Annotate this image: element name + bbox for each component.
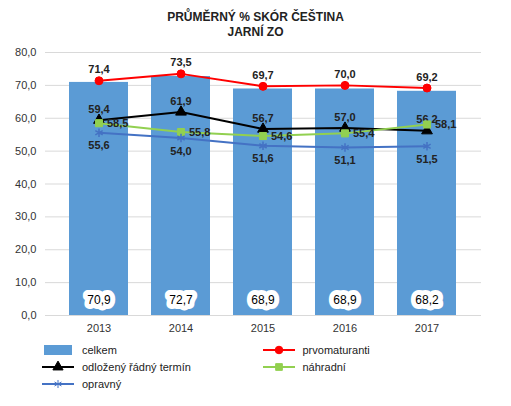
- svg-text:54,6: 54,6: [271, 130, 292, 142]
- svg-text:10,0: 10,0: [15, 276, 36, 288]
- html-text:celkem: celkem: [82, 343, 117, 356]
- svg-text:51,1: 51,1: [334, 154, 355, 166]
- svg-text:59,4: 59,4: [88, 103, 110, 115]
- svg-text:68,9: 68,9: [333, 293, 357, 307]
- html-text:odložený řádný termín: odložený řádný termín: [82, 360, 191, 373]
- svg-text:60,0: 60,0: [15, 112, 36, 124]
- html-text:opravný: opravný: [82, 377, 122, 390]
- svg-text:72,7: 72,7: [169, 293, 193, 307]
- svg-text:2014: 2014: [169, 322, 193, 334]
- svg-text:0,0: 0,0: [21, 309, 36, 321]
- svg-text:58,5: 58,5: [107, 117, 128, 129]
- svg-text:56,2: 56,2: [416, 113, 438, 126]
- svg-text:20,0: 20,0: [15, 243, 36, 255]
- svg-text:40,0: 40,0: [15, 178, 36, 190]
- svg-text:51,6: 51,6: [252, 152, 273, 164]
- svg-text:55,4: 55,4: [353, 127, 375, 139]
- svg-text:69,2: 69,2: [416, 71, 437, 83]
- svg-text:70,0: 70,0: [334, 68, 355, 80]
- svg-text:58,1: 58,1: [435, 118, 456, 130]
- svg-text:51,5: 51,5: [416, 153, 437, 165]
- svg-text:71,4: 71,4: [88, 63, 110, 75]
- html-text:JARNÍ ZO: JARNÍ ZO: [227, 25, 284, 39]
- html-text:náhradní: náhradní: [302, 360, 346, 373]
- svg-text:68,9: 68,9: [251, 293, 275, 307]
- svg-text:55,8: 55,8: [189, 126, 210, 138]
- svg-text:70,9: 70,9: [87, 293, 111, 307]
- svg-text:2013: 2013: [87, 322, 111, 334]
- svg-text:68,2: 68,2: [415, 293, 439, 307]
- svg-text:70,0: 70,0: [15, 79, 36, 91]
- svg-text:80,0: 80,0: [15, 46, 36, 58]
- svg-text:61,9: 61,9: [170, 95, 191, 107]
- svg-text:2015: 2015: [251, 322, 275, 334]
- svg-text:57,0: 57,0: [334, 111, 355, 123]
- svg-text:69,7: 69,7: [252, 69, 273, 81]
- svg-text:50,0: 50,0: [15, 145, 36, 157]
- svg-text:30,0: 30,0: [15, 210, 36, 222]
- svg-text:2017: 2017: [415, 322, 439, 334]
- svg-text:54,0: 54,0: [170, 144, 191, 156]
- html-text:PRŮMĚRNÝ % SKÓR ČEŠTINA: PRŮMĚRNÝ % SKÓR ČEŠTINA: [167, 10, 344, 24]
- svg-text:73,5: 73,5: [170, 56, 191, 68]
- svg-text:2016: 2016: [333, 322, 357, 334]
- html-text:prvomaturanti: prvomaturanti: [302, 343, 370, 356]
- svg-text:56,7: 56,7: [252, 112, 273, 124]
- svg-text:55,6: 55,6: [88, 139, 109, 151]
